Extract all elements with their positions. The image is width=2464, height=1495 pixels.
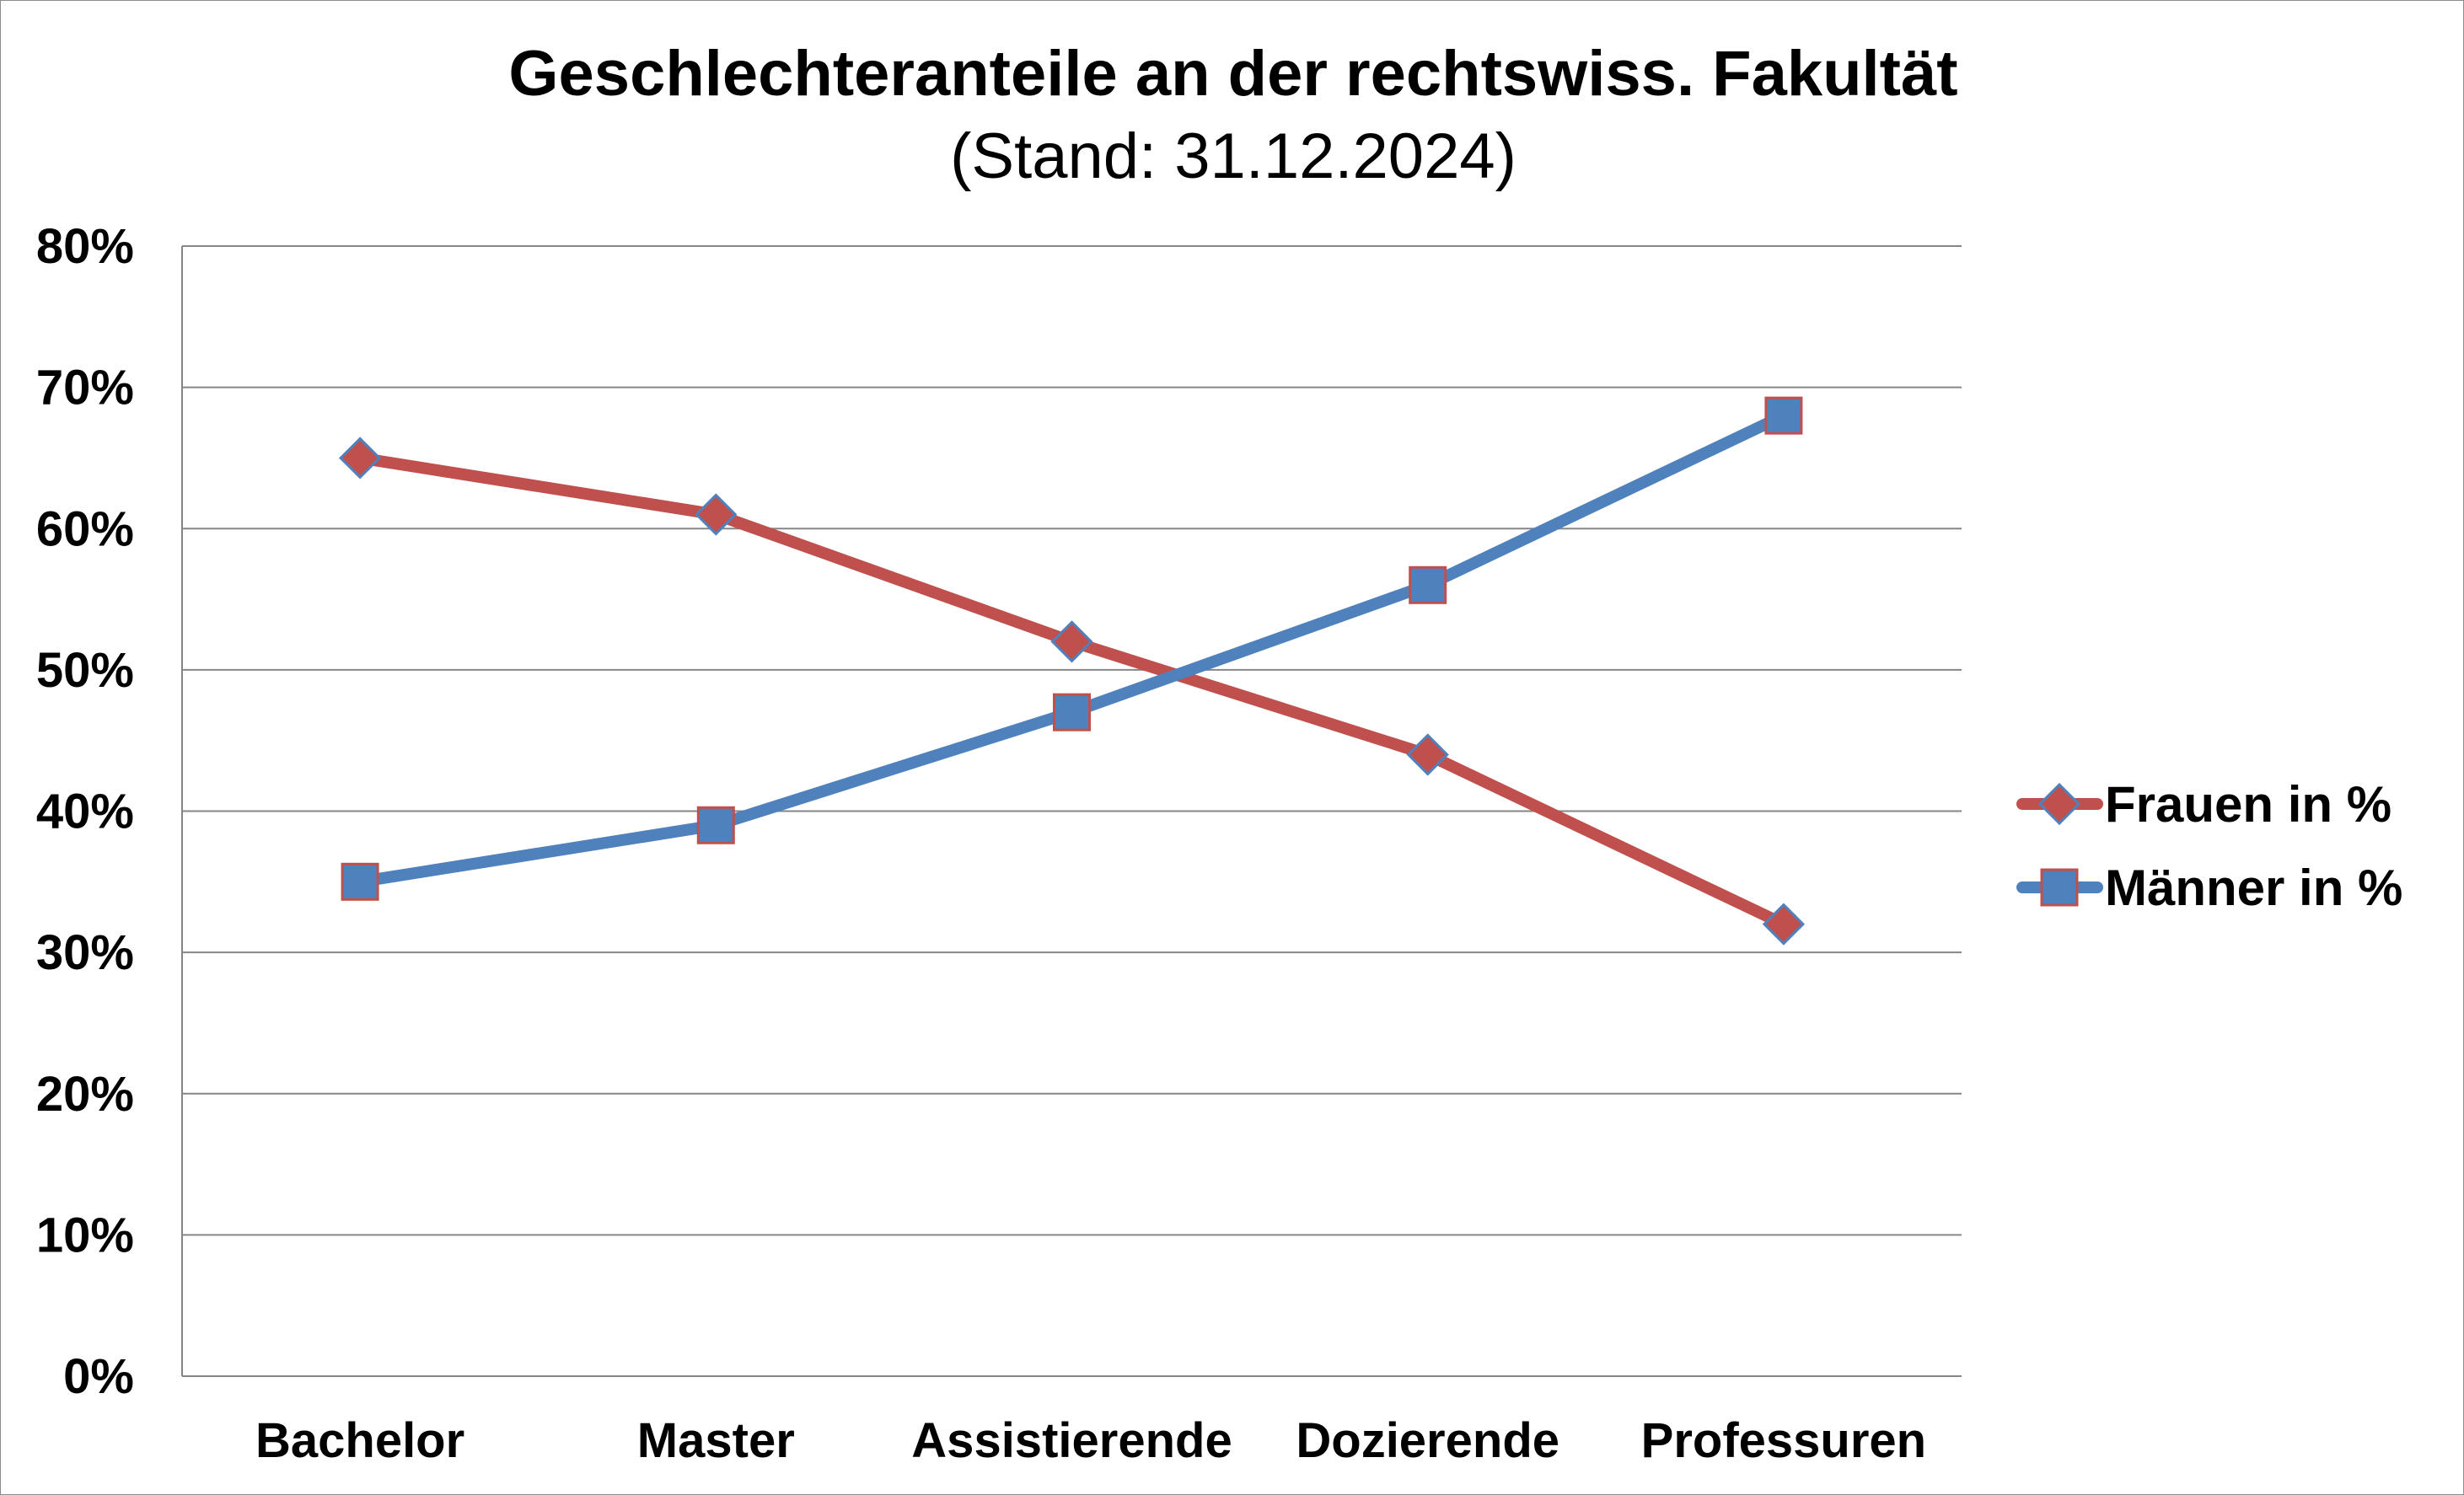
- data-point: [1762, 903, 1806, 946]
- data-point: [1050, 620, 1093, 663]
- chart-title: Geschlechteranteile an der rechtswiss. F…: [508, 38, 1957, 110]
- legend: Frauen in % Männer in %: [2016, 776, 2402, 916]
- legend-item: Frauen in %: [2016, 776, 2392, 833]
- data-point: [1406, 733, 1449, 776]
- y-tick-label: 20%: [36, 1067, 134, 1122]
- plot-series: [338, 396, 1806, 946]
- x-axis-tick-labels: Bachelor Master Assistierende Dozierende Pro…: [255, 1413, 1926, 1468]
- y-tick-label: 10%: [36, 1208, 134, 1262]
- legend-item: Männer in %: [2016, 860, 2402, 916]
- data-point: [1053, 693, 1091, 731]
- x-tick-label: Professuren: [1641, 1413, 1926, 1468]
- y-tick-label: 0%: [63, 1349, 134, 1404]
- series-frauen: [338, 437, 1806, 946]
- y-axis-tick-labels: 0% 10% 20% 30% 40% 50% 60% 70% 80%: [36, 219, 134, 1404]
- x-tick-label: Assistierende: [911, 1413, 1232, 1468]
- y-tick-label: 50%: [36, 643, 134, 698]
- y-tick-label: 40%: [36, 785, 134, 839]
- legend-swatch-marker: [2040, 868, 2079, 907]
- legend-swatch-marker: [2037, 782, 2081, 826]
- gridlines: [181, 245, 1962, 1377]
- x-tick-label: Bachelor: [255, 1413, 464, 1468]
- data-point: [1409, 565, 1447, 604]
- data-point: [696, 806, 735, 844]
- legend-label: Frauen in %: [2105, 776, 2392, 833]
- x-tick-label: Master: [637, 1413, 795, 1468]
- data-point: [341, 862, 379, 901]
- series-maenner: [341, 396, 1803, 901]
- y-tick-label: 70%: [36, 361, 134, 415]
- legend-label: Männer in %: [2105, 860, 2402, 916]
- y-tick-label: 30%: [36, 925, 134, 980]
- x-tick-label: Dozierende: [1296, 1413, 1559, 1468]
- data-point: [695, 493, 738, 536]
- data-point: [338, 437, 382, 480]
- chart-subtitle: (Stand: 31.12.2024): [950, 121, 1517, 192]
- y-tick-label: 80%: [36, 219, 134, 274]
- y-tick-label: 60%: [36, 501, 134, 556]
- data-point: [1764, 396, 1803, 435]
